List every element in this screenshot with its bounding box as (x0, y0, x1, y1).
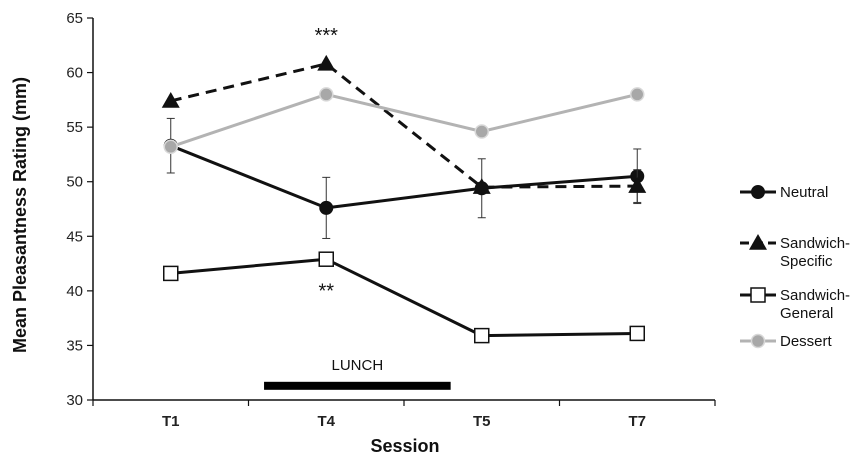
x-tick-label: T1 (162, 413, 180, 430)
data-point (319, 87, 334, 102)
axes (92, 18, 715, 401)
y-axis-title: Mean Pleasantness Rating (mm) (10, 77, 30, 353)
legend-label: Sandwich- (780, 287, 850, 304)
significance-marker: *** (315, 25, 339, 47)
legend-label: Dessert (780, 333, 833, 350)
data-point (163, 265, 179, 282)
x-axis-title: Session (370, 436, 439, 456)
data-point (628, 177, 647, 193)
data-point (317, 54, 336, 71)
x-axis-ticks: T1 T4 T5 T7 (92, 400, 716, 430)
lunch-bar (264, 381, 451, 390)
data-point (751, 185, 765, 199)
series-line (170, 62, 638, 189)
data-point (749, 234, 767, 250)
legend-label: Specific (780, 253, 833, 270)
legend-item: Neutral (740, 184, 828, 201)
legend-item: Sandwich-General (740, 287, 850, 322)
y-tick-label: 55 (66, 119, 83, 136)
y-tick-label: 40 (66, 283, 83, 300)
y-tick-label: 65 (66, 10, 83, 27)
series-line (170, 92, 638, 149)
data-point (630, 87, 645, 102)
data-point (474, 327, 490, 344)
data-point (163, 139, 178, 155)
y-axis-ticks: 30 35 40 45 50 55 60 65 (66, 10, 93, 409)
y-tick-label: 30 (66, 392, 83, 409)
x-tick-label: T5 (473, 413, 491, 430)
legend-label: General (780, 305, 833, 322)
x-tick-label: T4 (317, 413, 335, 430)
y-tick-label: 45 (66, 228, 83, 245)
y-tick-label: 60 (66, 65, 83, 82)
series-line (170, 144, 638, 210)
series-line (170, 257, 638, 338)
legend-label: Neutral (780, 184, 828, 201)
series-sandwich-general (163, 251, 645, 344)
data-point (474, 124, 489, 139)
legend-item: Sandwich-Specific (740, 234, 850, 270)
legend-label: Sandwich- (780, 235, 850, 252)
series-sandwich-specific (161, 54, 647, 203)
data-point (629, 325, 645, 342)
data-point (750, 287, 766, 303)
legend: NeutralSandwich-SpecificSandwich-General… (740, 184, 850, 350)
legend-item: Dessert (740, 333, 833, 350)
x-tick-label: T7 (628, 413, 646, 430)
significance-marker: ** (318, 280, 334, 302)
data-point (318, 251, 334, 267)
series-layer (161, 54, 647, 344)
data-point (750, 333, 766, 349)
significance-annotations: ***** (315, 25, 339, 302)
data-point (161, 91, 180, 108)
data-point (319, 200, 334, 215)
lunch-annotation: LUNCH (264, 357, 451, 390)
data-point (472, 178, 491, 194)
y-tick-label: 50 (66, 174, 83, 191)
lunch-label: LUNCH (332, 357, 384, 374)
y-tick-label: 35 (66, 337, 83, 354)
series-dessert (163, 87, 645, 155)
series-neutral (163, 117, 645, 239)
